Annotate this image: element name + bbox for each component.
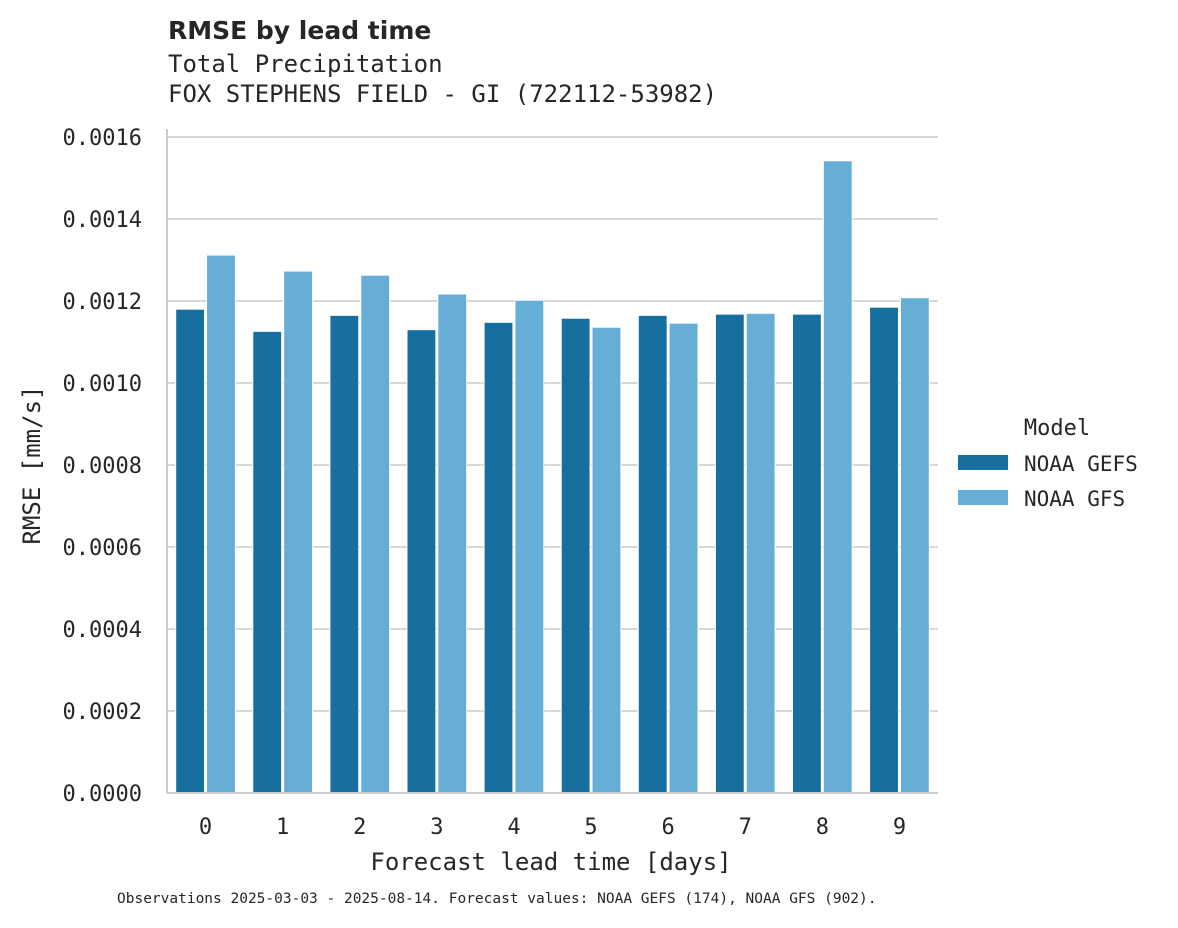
x-tick-label: 6: [662, 815, 675, 840]
y-tick-label: 0.0008: [63, 454, 142, 479]
bar-noaa-gefs-lead-6: [637, 314, 668, 794]
y-tick-label: 0.0002: [63, 700, 142, 725]
bar-noaa-gfs-lead-4: [514, 299, 545, 794]
bar-marks: [175, 160, 930, 794]
bar-noaa-gfs-lead-1: [283, 270, 313, 794]
x-tick-label: 3: [430, 815, 443, 840]
chart-subtitle-variable: Total Precipitation: [168, 50, 443, 78]
y-tick-label: 0.0012: [63, 290, 142, 315]
chart-title: RMSE by lead time: [168, 16, 432, 45]
bar-noaa-gfs-lead-2: [360, 274, 391, 794]
legend: Model NOAA GEFS NOAA GFS: [958, 416, 1138, 511]
bar-noaa-gefs-lead-8: [792, 313, 822, 794]
x-tick-labels: 0 1 2 3 4 5 6 7 8 9: [199, 815, 906, 840]
x-axis-label: Forecast lead time [days]: [370, 848, 731, 876]
y-tick-label: 0.0000: [63, 782, 142, 807]
y-tick-label: 0.0010: [63, 372, 142, 397]
bar-noaa-gfs-lead-5: [591, 326, 622, 794]
bar-noaa-gefs-lead-4: [483, 321, 514, 794]
y-tick-label: 0.0006: [63, 536, 142, 561]
legend-title: Model: [1024, 416, 1090, 441]
y-tick-label: 0.0004: [63, 618, 142, 643]
y-tick-label: 0.0014: [63, 208, 142, 233]
y-axis-label: RMSE [mm/s]: [18, 386, 46, 545]
legend-swatch-noaa-gfs: [958, 490, 1008, 505]
bar-noaa-gfs-lead-9: [899, 297, 930, 794]
bar-noaa-gfs-lead-6: [668, 322, 699, 794]
x-tick-label: 9: [893, 815, 906, 840]
bar-noaa-gefs-lead-2: [329, 314, 360, 794]
bar-noaa-gefs-lead-3: [406, 329, 437, 794]
y-tick-label: 0.0016: [63, 126, 142, 151]
chart-footnote: Observations 2025-03-03 - 2025-08-14. Fo…: [117, 891, 877, 907]
x-tick-label: 2: [353, 815, 366, 840]
bar-noaa-gefs-lead-0: [175, 308, 206, 794]
legend-label: NOAA GEFS: [1024, 452, 1138, 476]
x-tick-label: 8: [816, 815, 829, 840]
legend-swatch-noaa-gefs: [958, 455, 1008, 470]
bar-noaa-gfs-lead-0: [206, 254, 236, 794]
bar-noaa-gfs-lead-7: [745, 312, 776, 794]
x-tick-label: 1: [276, 815, 289, 840]
x-tick-label: 5: [584, 815, 597, 840]
bar-noaa-gefs-lead-7: [714, 313, 745, 794]
y-tick-labels: 0.0000 0.0002 0.0004 0.0006 0.0008 0.0010 0.00…: [63, 126, 142, 807]
x-tick-label: 4: [507, 815, 520, 840]
x-tick-label: 0: [199, 815, 212, 840]
bar-noaa-gfs-lead-3: [437, 293, 468, 794]
bar-noaa-gefs-lead-1: [252, 330, 283, 794]
bar-noaa-gefs-lead-5: [560, 317, 591, 794]
x-tick-label: 7: [739, 815, 752, 840]
bar-noaa-gfs-lead-8: [822, 160, 853, 794]
bar-noaa-gefs-lead-9: [869, 306, 899, 794]
gridlines: [167, 136, 938, 712]
legend-label: NOAA GFS: [1024, 487, 1125, 511]
axes: [166, 129, 938, 794]
chart-subtitle-station: FOX STEPHENS FIELD - GI (722112-53982): [168, 80, 718, 108]
